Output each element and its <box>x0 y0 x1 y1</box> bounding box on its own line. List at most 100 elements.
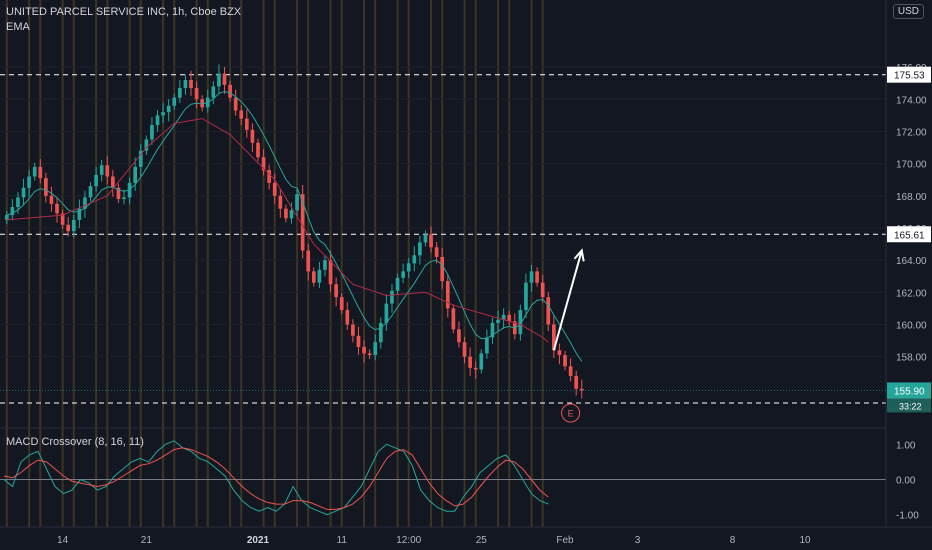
candle-body <box>250 129 255 143</box>
price-tick-label: 168.00 <box>896 192 927 203</box>
macd-label[interactable]: MACD Crossover (8, 16, 11) <box>6 436 144 448</box>
candle-body <box>116 187 121 200</box>
candle-body <box>256 142 260 158</box>
session-band <box>396 0 399 527</box>
candle-body <box>351 324 355 336</box>
candle-body <box>222 73 227 85</box>
price-axis-bg <box>886 0 932 550</box>
candle-body <box>55 203 59 214</box>
arrow-shaft <box>552 250 583 351</box>
candle-body <box>155 115 160 126</box>
candle-body <box>518 310 523 335</box>
candle-body <box>311 271 316 283</box>
candle-body <box>485 337 489 354</box>
price-grid <box>0 66 886 358</box>
session-band <box>273 0 276 527</box>
signal-line <box>3 447 549 510</box>
last-price-text: 155.90 <box>894 386 925 397</box>
candle-body <box>66 224 71 232</box>
session-band <box>474 0 477 527</box>
level-price-tag[interactable] <box>887 226 931 243</box>
candle-body <box>77 208 82 220</box>
candle-body <box>546 297 551 325</box>
ema-slow-line <box>6 118 549 343</box>
candle-body <box>490 322 495 338</box>
candle-body <box>345 310 350 325</box>
candle-body <box>429 234 433 248</box>
candle-body <box>412 255 417 264</box>
projection-arrow: E <box>552 248 585 423</box>
candle-body <box>150 125 154 140</box>
candle-body <box>161 112 165 116</box>
candle-body <box>10 207 15 216</box>
session-band <box>61 0 64 527</box>
indicator-label[interactable]: EMA <box>6 21 30 33</box>
price-tick-label: 170.00 <box>896 160 927 171</box>
session-band <box>128 0 131 527</box>
currency-selector[interactable]: USD <box>892 4 924 19</box>
candle-body <box>501 314 506 320</box>
time-tick-label: 12:00 <box>396 535 421 546</box>
horizontal-levels <box>0 74 886 404</box>
candle-body <box>390 290 394 304</box>
last-price-tag[interactable] <box>887 382 931 399</box>
session-band <box>363 0 366 527</box>
session-band <box>162 0 165 527</box>
candle-body <box>166 105 171 113</box>
session-band <box>39 0 42 527</box>
candle-body <box>323 260 327 270</box>
candle-body <box>21 187 26 198</box>
candle-body <box>373 342 378 356</box>
arrow-head <box>573 248 585 262</box>
candle-body <box>445 281 450 309</box>
time-tick-label: 3 <box>635 535 641 546</box>
candle-body <box>27 176 31 188</box>
time-tick-label: 10 <box>799 535 811 546</box>
candle-body <box>60 213 65 225</box>
candle-body <box>423 234 428 243</box>
candle-body <box>440 256 445 282</box>
candle-body <box>71 219 76 232</box>
price-tick-label: 172.00 <box>896 127 927 138</box>
session-band <box>530 0 533 527</box>
candle-body <box>384 303 389 323</box>
candle-body <box>111 176 115 188</box>
session-band <box>206 0 209 527</box>
candle-body <box>105 165 110 177</box>
candle-body <box>200 99 205 108</box>
macd-tick-label: -1.00 <box>896 511 919 522</box>
session-band <box>497 0 500 527</box>
price-tick-label: 174.00 <box>896 95 927 106</box>
candle-body <box>457 329 461 343</box>
candle-body <box>507 314 512 322</box>
candle-body <box>183 79 188 89</box>
candle-body <box>535 271 539 283</box>
session-band <box>195 0 198 527</box>
candle-body <box>356 335 361 348</box>
session-band <box>28 0 31 527</box>
candle-body <box>563 355 567 367</box>
session-band <box>106 0 109 527</box>
candle-body <box>172 97 177 106</box>
candle-body <box>289 210 294 219</box>
candle-body <box>367 353 372 356</box>
earnings-marker[interactable] <box>561 403 581 423</box>
candle-body <box>49 195 54 204</box>
macd-line <box>3 440 549 516</box>
session-band <box>541 0 544 527</box>
candle-body <box>211 86 216 98</box>
session-band <box>229 0 232 527</box>
session-band <box>5 0 8 527</box>
price-tick-label: 160.00 <box>896 320 927 331</box>
candle-body <box>138 150 143 167</box>
candle-body <box>328 260 333 285</box>
time-tick-label: Feb <box>556 535 574 546</box>
level-price-tag[interactable] <box>887 66 931 83</box>
candle-body <box>462 342 467 357</box>
candle-body <box>295 194 299 211</box>
time-tick-label: 25 <box>476 535 488 546</box>
candlestick-series <box>4 64 584 399</box>
time-tick-label: 14 <box>57 535 69 546</box>
candle-body <box>177 88 182 98</box>
